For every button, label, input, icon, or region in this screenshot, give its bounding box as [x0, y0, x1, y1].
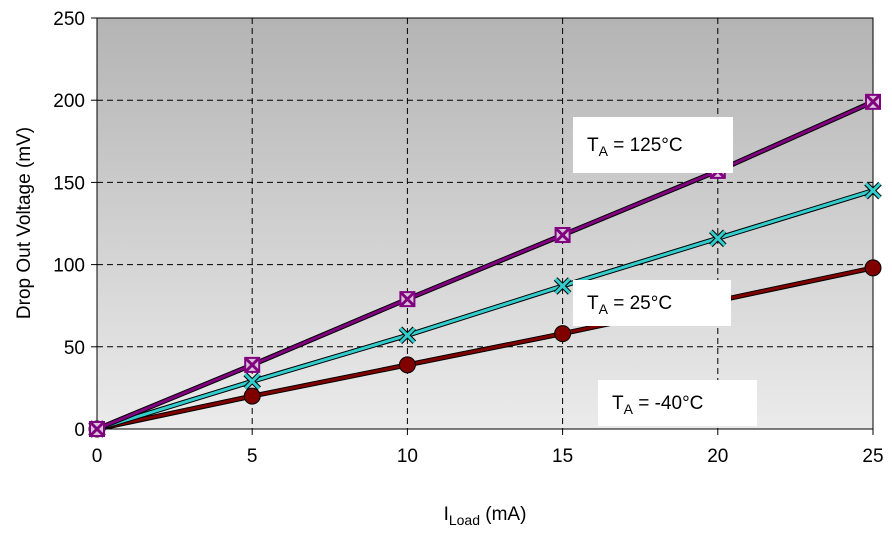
- x-axis-title-sub: Load: [449, 512, 480, 528]
- y-axis-title: Drop Out Voltage (mV): [14, 127, 35, 319]
- x-tick-label: 0: [92, 446, 103, 467]
- x-axis-title-main: I: [444, 504, 449, 525]
- series-label-sub: A: [624, 401, 634, 417]
- y-tick-label: 50: [64, 338, 85, 359]
- series-line: [96, 266, 874, 431]
- data-point: [399, 291, 416, 308]
- x-axis-title: ILoad (mA): [444, 504, 527, 528]
- x-axis: 0 5 10 15 20 25: [92, 429, 884, 467]
- series-line: [96, 100, 874, 431]
- series-layer: [88, 93, 882, 438]
- series-label-sub: A: [599, 301, 609, 317]
- data-point: [244, 356, 261, 373]
- series-0: [88, 93, 882, 438]
- data-point: [243, 372, 261, 391]
- y-tick-label: 100: [53, 256, 85, 277]
- series-label-sub: A: [599, 143, 609, 159]
- data-point: [554, 226, 571, 244]
- series-label-2: TA = -40°C: [598, 380, 757, 426]
- data-point: [864, 259, 882, 277]
- data-point: [398, 326, 417, 345]
- data-point: [709, 229, 727, 248]
- series-label-text: TA = 25°C: [587, 293, 672, 317]
- x-tick-label: 5: [247, 446, 258, 467]
- data-point: [864, 181, 882, 200]
- series-label-main: T: [587, 293, 599, 314]
- y-tick-label: 0: [74, 420, 85, 441]
- series-label-rest: = 125°C: [608, 135, 683, 156]
- y-tick-label: 250: [53, 9, 85, 30]
- y-axis: 0 50 100 150 200 250: [53, 9, 97, 441]
- x-tick-label: 15: [552, 446, 573, 467]
- plot-area: [96, 17, 874, 430]
- data-point: [88, 420, 106, 438]
- series-label-1: TA = 25°C: [573, 280, 731, 326]
- data-point: [554, 325, 572, 343]
- series-line: [96, 189, 874, 431]
- x-tick-label: 10: [397, 446, 418, 467]
- data-point: [864, 93, 882, 110]
- x-tick-label: 25: [862, 446, 883, 467]
- y-tick-label: 150: [53, 173, 85, 194]
- series-labels: TA = 125°CTA = 25°CTA = -40°C: [573, 117, 757, 426]
- series-label-rest: = 25°C: [608, 293, 672, 314]
- series-label-text: TA = 125°C: [587, 135, 683, 159]
- data-point: [398, 356, 416, 374]
- data-point: [553, 277, 572, 295]
- data-point: [243, 387, 261, 405]
- series-label-main: T: [612, 393, 624, 414]
- series-label-text: TA = -40°C: [612, 393, 703, 417]
- series-label-0: TA = 125°C: [573, 117, 733, 173]
- x-tick-label: 20: [707, 446, 728, 467]
- series-label-main: T: [587, 135, 599, 156]
- y-tick-label: 200: [53, 91, 85, 112]
- x-axis-title-unit: (mA): [480, 504, 526, 525]
- series-label-rest: = -40°C: [633, 393, 703, 414]
